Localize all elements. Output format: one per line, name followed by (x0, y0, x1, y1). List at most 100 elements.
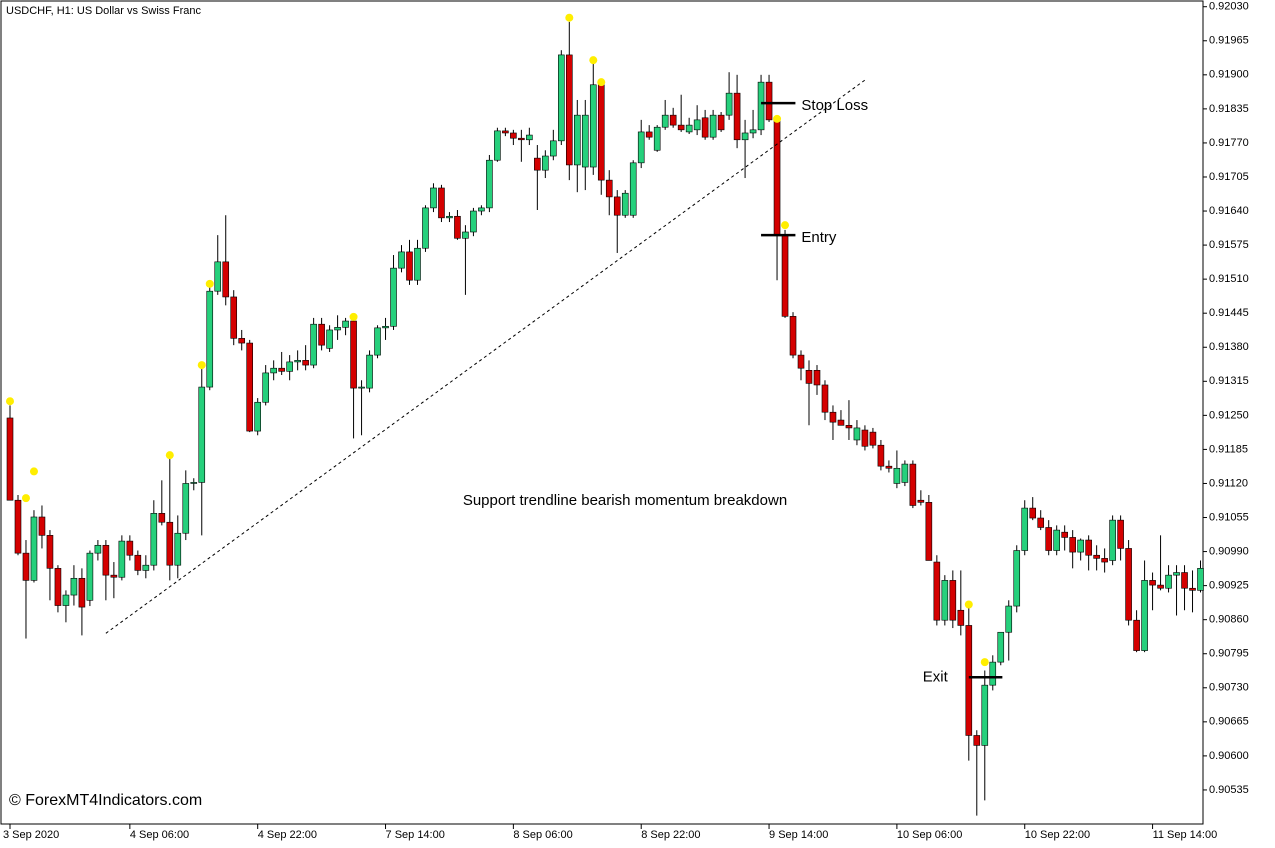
candle-body (286, 361, 293, 372)
candle-body (326, 329, 333, 349)
candle-body (725, 92, 733, 116)
candle-body (62, 594, 70, 606)
y-tick-label: 0.91575 (1209, 239, 1249, 251)
candle-body (901, 463, 909, 483)
candle-body (406, 251, 413, 281)
candle-body (502, 130, 509, 134)
x-tick-label: 8 Sep 22:00 (641, 829, 700, 841)
x-tick-label: 8 Sep 06:00 (513, 829, 572, 841)
candle-body (46, 535, 54, 569)
candle-body (733, 92, 741, 141)
candle-body (270, 367, 277, 374)
candle-body (414, 247, 421, 281)
y-tick-label: 0.90795 (1209, 648, 1249, 660)
signal-marker (980, 658, 989, 667)
candle-body (94, 544, 102, 554)
chart-title: USDCHF, H1: US Dollar vs Swiss Franc (6, 5, 201, 17)
candle-body (438, 187, 445, 219)
candle-body (246, 342, 253, 432)
candle-body (893, 467, 901, 484)
candle-body (981, 684, 989, 746)
y-tick-label: 0.90535 (1209, 784, 1249, 796)
signal-marker (773, 114, 782, 123)
candle-body (342, 320, 349, 328)
candle-body (861, 429, 869, 447)
candle-body (645, 131, 653, 138)
signal-marker (6, 397, 14, 406)
candle-body (54, 568, 62, 606)
candle-body (693, 119, 701, 131)
signal-marker (964, 600, 973, 609)
candle-body (1125, 548, 1132, 621)
candle-body (965, 625, 973, 736)
candle-body (749, 129, 757, 134)
candle-body (1157, 584, 1164, 589)
candle-body (637, 131, 645, 164)
candle-body (573, 114, 581, 166)
candle-body (446, 215, 453, 219)
candle-body (486, 159, 493, 209)
candle-body (550, 140, 557, 157)
candle-body (350, 320, 357, 389)
y-tick-label: 0.90730 (1209, 682, 1249, 694)
candle-body (294, 360, 301, 363)
candle-body (1045, 527, 1052, 551)
candle-body (302, 360, 309, 366)
candle-body (973, 735, 981, 746)
x-tick-label: 7 Sep 14:00 (386, 829, 445, 841)
candle-body (462, 231, 469, 239)
candle-body (558, 54, 565, 142)
signal-marker (197, 361, 206, 370)
candle-body (1109, 519, 1116, 561)
candle-body (837, 419, 845, 426)
y-tick-label: 0.91445 (1209, 307, 1249, 319)
candle-body (917, 499, 925, 503)
y-tick-label: 0.90990 (1209, 545, 1249, 557)
candle-body (1101, 558, 1108, 563)
candle-body (86, 552, 94, 601)
y-tick-label: 0.92030 (1209, 1, 1249, 13)
candle-body (757, 81, 765, 131)
level-label: Entry (801, 229, 837, 246)
candle-body (382, 325, 389, 329)
candle-body (909, 463, 917, 506)
candle-body (669, 114, 677, 126)
candle-body (941, 580, 949, 621)
y-tick-label: 0.91510 (1209, 273, 1249, 285)
candle-body (613, 196, 621, 216)
x-tick-label: 4 Sep 06:00 (130, 829, 189, 841)
candle-body (430, 187, 437, 209)
candle-body (142, 564, 150, 571)
y-tick-label: 0.91315 (1209, 375, 1249, 387)
x-tick-label: 3 Sep 2020 (3, 829, 59, 841)
y-tick-label: 0.91055 (1209, 511, 1249, 523)
candle-body (653, 126, 661, 151)
candle-body (38, 516, 46, 536)
candle-body (717, 114, 725, 131)
candle-body (765, 81, 773, 121)
candle-body (1149, 580, 1156, 586)
candle-body (198, 386, 206, 483)
candle-body (845, 425, 853, 429)
y-tick-label: 0.91835 (1209, 103, 1249, 115)
candle-body (278, 367, 285, 372)
x-tick-label: 10 Sep 06:00 (897, 829, 962, 841)
candle-body (829, 411, 837, 423)
candle-body (118, 540, 126, 578)
candle-body (1029, 507, 1037, 519)
y-tick-label: 0.91250 (1209, 409, 1249, 421)
annotation: Support trendline bearish momentum break… (463, 492, 787, 509)
candle-body (494, 130, 501, 161)
candle-body (773, 119, 781, 236)
candle-body (661, 114, 669, 128)
x-tick-label: 4 Sep 22:00 (258, 829, 317, 841)
y-tick-label: 0.90665 (1209, 716, 1249, 728)
candle-body (70, 577, 78, 596)
candle-body (206, 290, 214, 388)
candle-body (126, 540, 134, 556)
signal-marker (781, 221, 790, 230)
y-tick-label: 0.90600 (1209, 750, 1249, 762)
candle-body (1037, 517, 1045, 528)
candle-body (597, 84, 605, 181)
candle-body (78, 577, 86, 608)
